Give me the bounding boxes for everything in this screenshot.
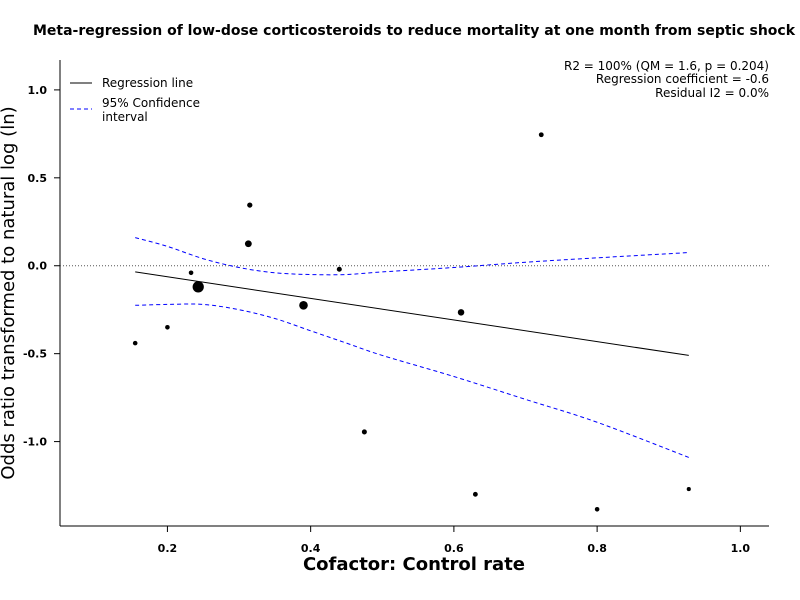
y-tick-label: 0.5 (28, 172, 48, 185)
data-point (538, 132, 544, 138)
ci-lower-line (135, 303, 689, 458)
x-tick-label: 0.6 (444, 542, 464, 555)
legend-ci-label-line2: interval (102, 110, 148, 124)
plot-frame (59, 60, 769, 527)
data-point (361, 429, 367, 435)
y-tick-label: 0.0 (28, 260, 48, 273)
data-point (336, 266, 342, 272)
y-tick-label: 1.0 (28, 84, 48, 97)
legend-ci-label-line1: 95% Confidence (102, 96, 200, 110)
y-tick-label: -0.5 (23, 348, 47, 361)
data-point (472, 491, 478, 497)
y-axis-label: Odds ratio transformed to natural log (l… (0, 106, 19, 479)
regression-line (135, 271, 689, 356)
stats-residual: Residual I2 = 0.0% (655, 86, 769, 100)
x-axis-ticks: 0.2 0.4 0.6 0.8 1.0 (158, 526, 751, 555)
data-point (686, 487, 691, 492)
x-tick-label: 0.4 (301, 542, 321, 555)
x-tick-label: 1.0 (731, 542, 751, 555)
stats-box: R2 = 100% (QM = 1.6, p = 0.204) Regressi… (564, 59, 769, 100)
data-points (132, 132, 691, 512)
chart-title: Meta-regression of low-dose corticostero… (33, 23, 796, 39)
data-point (132, 340, 138, 346)
data-point (165, 324, 170, 330)
data-point (247, 202, 253, 208)
data-point (188, 270, 194, 276)
data-point (244, 240, 252, 248)
data-point (594, 506, 600, 512)
stats-r2: R2 = 100% (QM = 1.6, p = 0.204) (564, 59, 769, 73)
legend: Regression line 95% Confidence interval (70, 76, 200, 124)
y-tick-label: -1.0 (23, 436, 47, 449)
x-tick-label: 0.2 (158, 542, 178, 555)
data-point (299, 301, 308, 310)
x-axis-label: Cofactor: Control rate (303, 554, 525, 575)
legend-regression-label: Regression line (102, 76, 193, 90)
data-point (192, 281, 204, 293)
y-axis-ticks: 1.0 0.5 0.0 -0.5 -1.0 (23, 84, 60, 449)
ci-upper-line (135, 237, 689, 276)
x-tick-label: 0.8 (587, 542, 607, 555)
stats-coefficient: Regression coefficient = -0.6 (596, 72, 769, 86)
data-point (457, 309, 465, 316)
